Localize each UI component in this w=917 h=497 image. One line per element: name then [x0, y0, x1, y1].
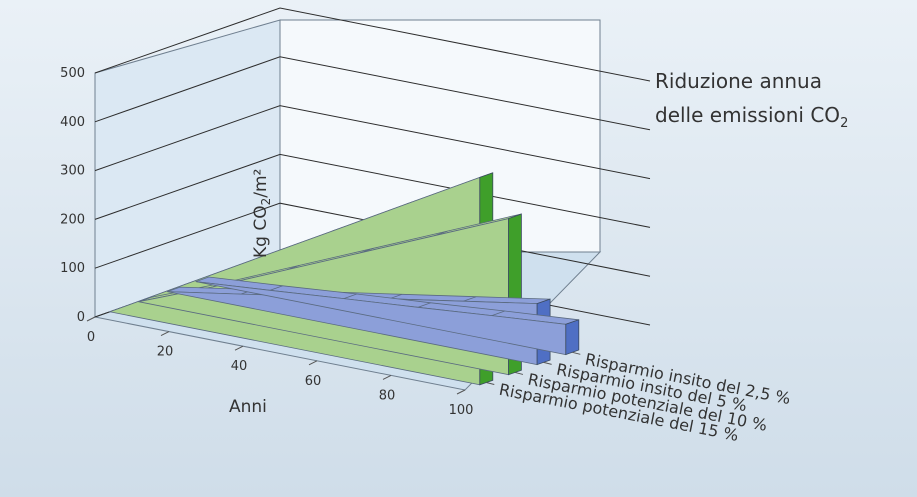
depth-tick-mark [543, 361, 552, 365]
y-axis-title: Kg CO2/m² [251, 169, 273, 258]
depth-tick-mark [486, 382, 495, 386]
x-tick-label: 40 [231, 359, 248, 374]
chart-title-line1: Riduzione annua [655, 69, 822, 93]
series-group [108, 172, 580, 386]
series-segment [417, 302, 431, 308]
grid-line [94, 202, 651, 277]
x-tick-mark [308, 360, 318, 366]
depth-tick-mark [572, 351, 581, 355]
grid-line [94, 7, 651, 82]
series-segment [343, 293, 357, 299]
y-tick-label: 300 [60, 164, 85, 179]
grid-line [94, 153, 651, 228]
x-tick-label: 20 [157, 345, 174, 360]
series-end-cap [565, 319, 580, 356]
grid-line [94, 56, 651, 131]
x-tick-label: 80 [379, 388, 396, 403]
series-1 [195, 276, 580, 356]
x-axis-title: Anni [229, 397, 267, 417]
x-tick-label: 0 [87, 330, 95, 345]
grid-line [94, 105, 651, 180]
x-tick-label: 60 [305, 374, 322, 389]
y-axis-ticks: 0 100 200 300 400 500 [60, 66, 85, 325]
x-tick-mark [86, 316, 96, 322]
depth-tick-mark [514, 371, 524, 375]
y-tick-label: 500 [60, 66, 85, 81]
x-tick-mark [234, 345, 244, 351]
y-tick-label: 100 [60, 261, 85, 276]
x-tick-mark [382, 374, 392, 380]
series-segment [463, 296, 477, 302]
chart-title-line2: delle emissioni CO2 [655, 103, 848, 131]
y-tick-label: 400 [60, 115, 85, 130]
series-segment [491, 310, 505, 316]
x-tick-mark [456, 389, 466, 395]
x-axis-ticks: 0 20 40 60 80 100 [86, 316, 474, 418]
y-tick-label: 0 [77, 310, 85, 325]
x-tick-mark [160, 331, 170, 337]
series-segment [269, 285, 283, 291]
y-tick-label: 200 [60, 212, 85, 227]
x-tick-label: 100 [449, 403, 474, 418]
